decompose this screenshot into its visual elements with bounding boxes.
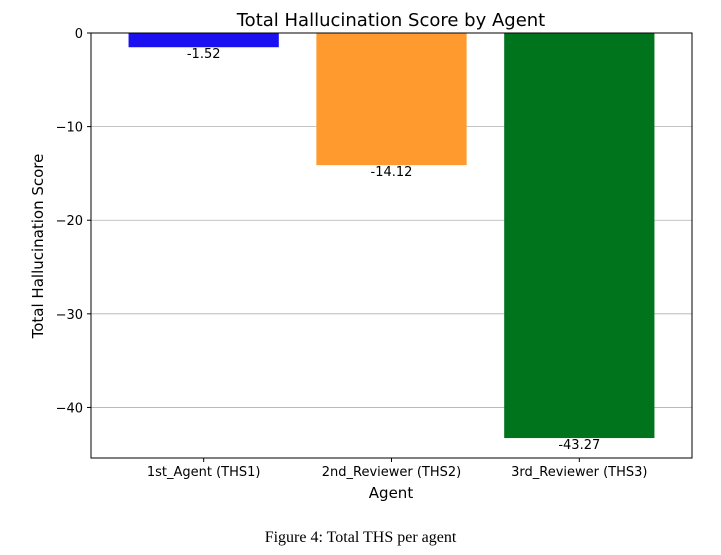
x-axis-ticks: 1st_Agent (THS1) 2nd_Reviewer (THS2) 3rd_R… bbox=[147, 458, 648, 480]
chart-title: Total Hallucination Score by Agent bbox=[236, 10, 546, 31]
figure-caption: Figure 4: Total THS per agent bbox=[264, 529, 457, 546]
y-axis-ticks: 0 −10 −20 −30 −40 bbox=[56, 27, 91, 416]
y-tick-label: −40 bbox=[56, 401, 83, 416]
bar bbox=[316, 33, 467, 166]
y-axis-label: Total Hallucination Score bbox=[29, 154, 47, 340]
y-tick-label: 0 bbox=[75, 27, 83, 42]
bar-value-labels: -1.52 -14.12 -43.27 bbox=[187, 47, 600, 453]
bar-value-label: -1.52 bbox=[187, 47, 221, 62]
bar-value-label: -14.12 bbox=[371, 165, 413, 180]
x-tick-label: 2nd_Reviewer (THS2) bbox=[322, 465, 462, 480]
y-tick-label: −30 bbox=[56, 308, 83, 323]
y-tick-label: −20 bbox=[56, 214, 83, 229]
y-tick-label: −10 bbox=[56, 121, 83, 136]
bar-value-label: -43.27 bbox=[558, 438, 600, 453]
x-tick-label: 1st_Agent (THS1) bbox=[147, 465, 261, 480]
x-axis-label: Agent bbox=[369, 484, 414, 502]
x-tick-label: 3rd_Reviewer (THS3) bbox=[511, 465, 647, 480]
bars bbox=[128, 33, 655, 439]
bar bbox=[128, 33, 279, 48]
bar bbox=[504, 33, 655, 439]
bar-chart: -1.52 -14.12 -43.27 0 −10 −20 −30 −40 1st_Agen… bbox=[29, 10, 693, 502]
